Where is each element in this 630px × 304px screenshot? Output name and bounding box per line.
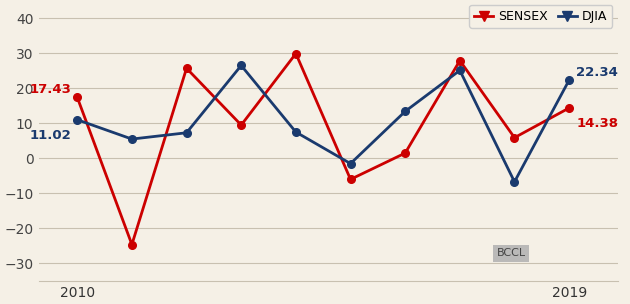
- Text: BCCL: BCCL: [496, 248, 525, 258]
- Text: 17.43: 17.43: [30, 83, 72, 96]
- Legend: SENSEX, DJIA: SENSEX, DJIA: [469, 5, 612, 28]
- Text: 11.02: 11.02: [30, 129, 72, 142]
- Text: 14.38: 14.38: [576, 117, 618, 130]
- Text: 22.34: 22.34: [576, 66, 618, 79]
